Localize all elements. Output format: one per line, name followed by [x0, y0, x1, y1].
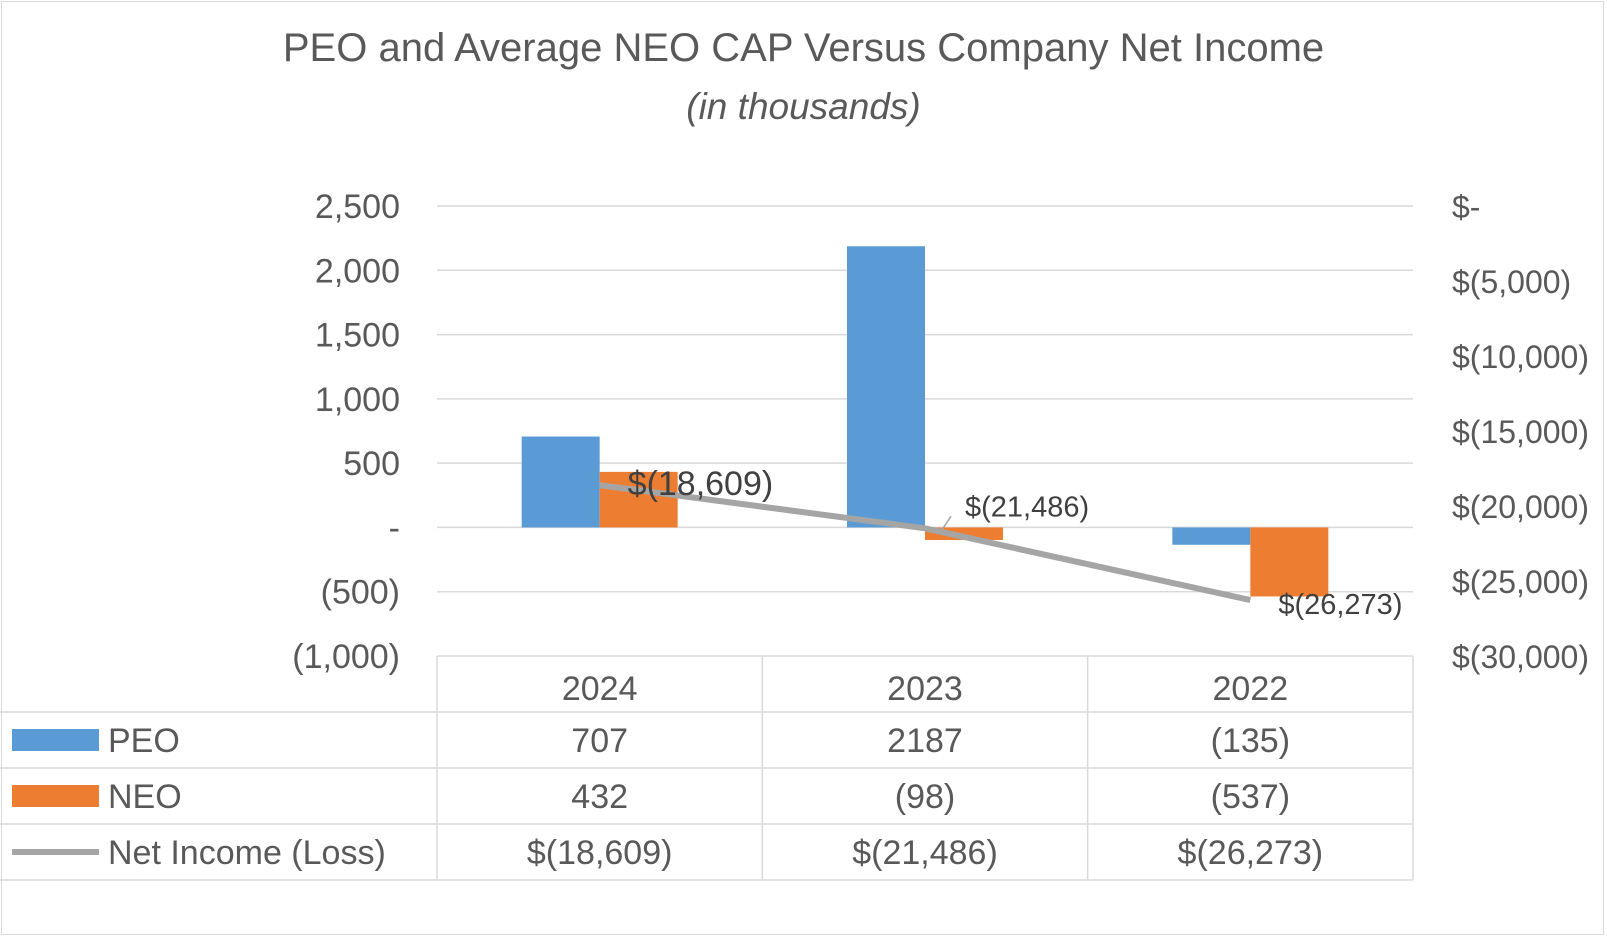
- left-tick-label: -: [389, 509, 400, 547]
- right-tick-label: $(30,000): [1452, 639, 1589, 675]
- line-series: [599, 482, 1251, 604]
- left-tick-label: 1,000: [315, 381, 400, 419]
- peo-bar: [1172, 527, 1251, 545]
- chart-title: PEO and Average NEO CAP Versus Company N…: [282, 26, 1325, 70]
- right-tick-label: $(10,000): [1452, 339, 1589, 375]
- category-label: 2023: [887, 670, 963, 708]
- line-data-labels: $(18,609) $(21,486) $(26,273): [628, 465, 1403, 621]
- table-cell: 432: [571, 778, 628, 816]
- right-tick-label: $(20,000): [1452, 489, 1589, 525]
- legend-label: NEO: [108, 778, 182, 816]
- data-label-leader: [938, 515, 952, 535]
- table-cell: (537): [1211, 778, 1290, 816]
- data-table: 2024 2023 2022 PEO 707 2187 (135) NEO 432 (98) (53…: [0, 655, 1414, 881]
- left-tick-label: 500: [343, 445, 400, 483]
- left-tick-label: (500): [321, 574, 400, 612]
- bar-series: [521, 246, 1329, 597]
- net-income-data-label: $(21,486): [965, 491, 1089, 523]
- category-label: 2022: [1213, 670, 1289, 708]
- left-tick-label: 2,500: [315, 188, 400, 226]
- peo-bar: [521, 436, 600, 528]
- table-cell: $(18,609): [527, 834, 673, 872]
- table-cell: $(21,486): [852, 834, 998, 872]
- peo-bar: [847, 246, 925, 528]
- right-tick-label: $(25,000): [1452, 564, 1589, 600]
- left-tick-label: 2,000: [315, 252, 400, 290]
- table-cell: (135): [1211, 722, 1290, 760]
- table-cell: (98): [895, 778, 955, 816]
- legend-key-neo: [12, 785, 99, 807]
- left-axis: 2,500 2,000 1,500 1,000 500 - (500) (1,000): [292, 188, 400, 676]
- legend-label: PEO: [108, 722, 180, 760]
- neo-bar: [1250, 527, 1329, 597]
- chart-subtitle: (in thousands): [686, 86, 921, 127]
- category-label: 2024: [562, 670, 638, 708]
- left-tick-label: 1,500: [315, 317, 400, 355]
- right-tick-label: $-: [1452, 189, 1480, 225]
- net-income-data-label: $(18,609): [628, 465, 774, 503]
- left-tick-label: (1,000): [292, 638, 400, 676]
- neo-bar: [599, 471, 678, 528]
- legend-label: Net Income (Loss): [108, 834, 386, 872]
- table-cell: 707: [571, 722, 628, 760]
- right-tick-label: $(15,000): [1452, 414, 1589, 450]
- legend-key-peo: [12, 729, 99, 751]
- net-income-line: [599, 482, 1251, 604]
- net-income-data-label: $(26,273): [1278, 589, 1402, 621]
- right-axis: $- $(5,000) $(10,000) $(15,000) $(20,000) $(2…: [1452, 189, 1589, 675]
- table-cell: 2187: [887, 722, 963, 760]
- right-tick-label: $(5,000): [1452, 264, 1571, 300]
- table-cell: $(26,273): [1178, 834, 1324, 872]
